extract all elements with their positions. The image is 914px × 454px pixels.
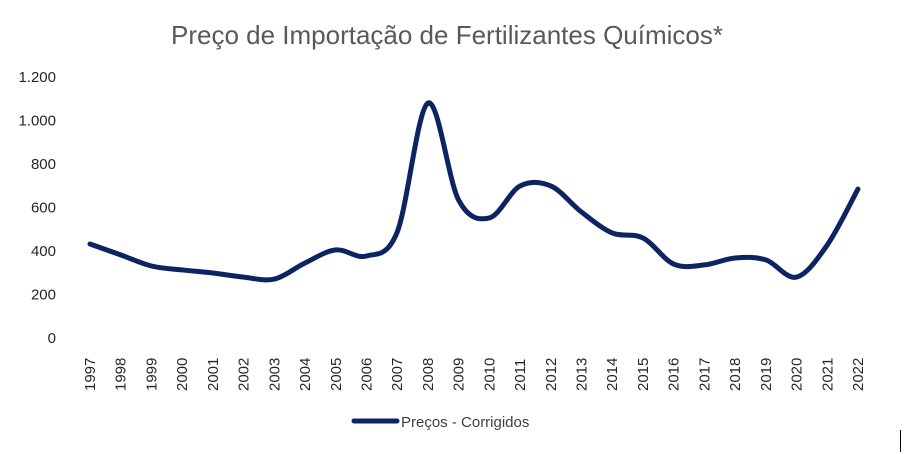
data-point-2015 bbox=[640, 235, 645, 240]
x-tick-label: 2003 bbox=[266, 358, 283, 391]
y-tick-label: 200 bbox=[31, 287, 56, 304]
y-tick-label: 600 bbox=[31, 200, 56, 217]
data-point-2013 bbox=[579, 210, 584, 215]
data-point-2014 bbox=[610, 230, 615, 235]
x-tick-label: 2017 bbox=[696, 358, 713, 391]
x-tick-label: 1997 bbox=[82, 358, 99, 391]
data-point-2021 bbox=[825, 242, 830, 247]
x-tick-label: 2007 bbox=[389, 358, 406, 391]
data-point-2009 bbox=[456, 198, 461, 203]
y-tick-label: 800 bbox=[31, 156, 56, 173]
x-tick-label: 2005 bbox=[328, 358, 345, 391]
data-point-2007 bbox=[395, 230, 400, 235]
x-tick-label: 1998 bbox=[113, 358, 130, 391]
x-tick-label: 2012 bbox=[543, 358, 560, 391]
data-point-2003 bbox=[272, 277, 277, 282]
data-point-2017 bbox=[702, 262, 707, 267]
y-tick-label: 400 bbox=[31, 243, 56, 260]
y-tick-label: 0 bbox=[48, 330, 56, 347]
text-cursor bbox=[900, 430, 901, 452]
series-line-precos-corrigidos bbox=[87, 100, 861, 283]
x-tick-label: 2011 bbox=[512, 359, 529, 391]
y-tick-label: 1.200 bbox=[18, 69, 56, 86]
x-tick-label: 2021 bbox=[819, 358, 836, 391]
x-tick-label: 2016 bbox=[666, 358, 683, 391]
y-tick-label: 1.000 bbox=[18, 113, 56, 130]
data-point-1998 bbox=[118, 252, 123, 257]
x-tick-label: 2006 bbox=[358, 358, 375, 391]
data-point-2000 bbox=[180, 267, 185, 272]
data-point-2011 bbox=[518, 183, 523, 188]
data-point-2001 bbox=[210, 270, 215, 275]
x-tick-label: 2022 bbox=[850, 358, 867, 391]
data-point-2012 bbox=[548, 183, 553, 188]
x-tick-label: 2013 bbox=[574, 358, 591, 391]
data-point-2008 bbox=[425, 101, 430, 106]
legend-label: Preços - Corrigidos bbox=[401, 414, 529, 431]
x-tick-label: 1999 bbox=[143, 358, 160, 391]
x-tick-label: 2019 bbox=[758, 358, 775, 391]
x-tick-label: 2002 bbox=[236, 358, 253, 391]
x-tick-label: 2014 bbox=[604, 358, 621, 391]
x-tick-label: 2004 bbox=[297, 358, 314, 391]
data-point-2020 bbox=[794, 275, 799, 280]
data-point-1997 bbox=[88, 242, 93, 247]
data-point-2010 bbox=[487, 215, 492, 220]
data-point-2005 bbox=[333, 247, 338, 252]
data-point-1999 bbox=[149, 264, 154, 269]
x-tick-label: 2015 bbox=[635, 358, 652, 391]
data-point-2002 bbox=[241, 275, 246, 280]
data-point-2022 bbox=[856, 187, 861, 192]
x-tick-label: 2008 bbox=[420, 358, 437, 391]
x-tick-label: 2001 bbox=[205, 358, 222, 391]
data-point-2018 bbox=[733, 255, 738, 260]
data-point-2016 bbox=[671, 262, 676, 267]
legend: Preços - Corrigidos bbox=[351, 414, 529, 431]
x-tick-label: 2000 bbox=[174, 358, 191, 391]
data-point-2019 bbox=[763, 257, 768, 262]
x-tick-label: 2018 bbox=[727, 358, 744, 391]
x-tick-label: 2009 bbox=[451, 358, 468, 391]
x-tick-label: 2010 bbox=[481, 358, 498, 391]
data-point-2006 bbox=[364, 254, 369, 259]
x-tick-label: 2020 bbox=[789, 358, 806, 391]
data-point-2004 bbox=[303, 260, 308, 265]
chart-title: Preço de Importação de Fertilizantes Quí… bbox=[171, 20, 723, 50]
